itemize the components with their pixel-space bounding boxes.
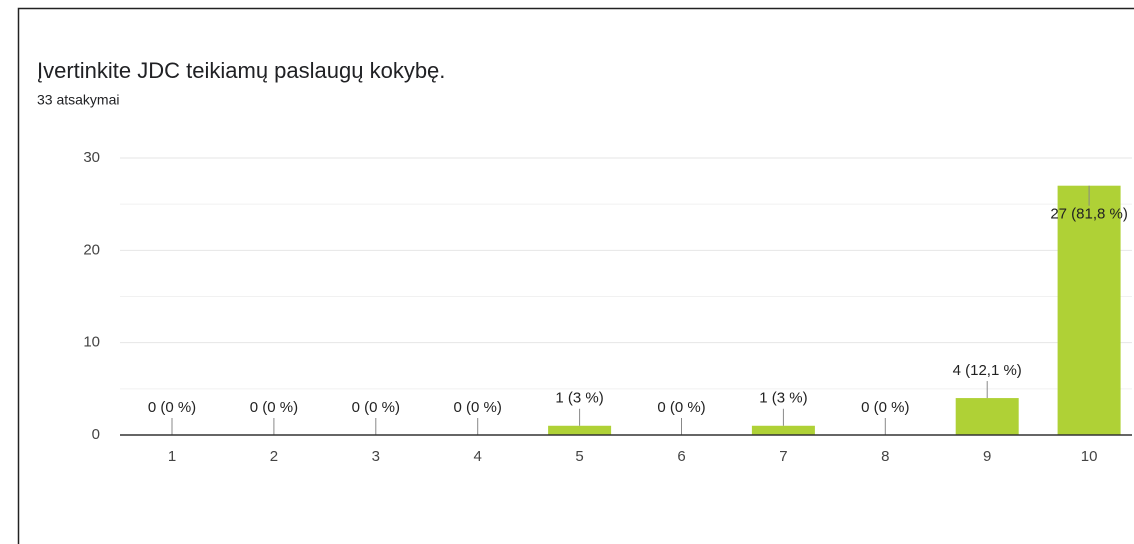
x-tick-label: 4	[474, 448, 482, 465]
y-tick-label: 0	[92, 426, 100, 443]
x-tick-label: 10	[1081, 448, 1098, 465]
x-tick-label: 7	[779, 448, 787, 465]
x-tick-label: 2	[270, 448, 278, 465]
x-tick-label: 5	[575, 448, 583, 465]
bar	[751, 425, 815, 435]
data-label: 1 (3 %)	[759, 390, 807, 407]
bar	[955, 398, 1019, 435]
y-tick-label: 30	[83, 149, 100, 166]
data-label: 0 (0 %)	[657, 399, 705, 416]
plot: 0 10 20 30 1 0 (0 %) 2 0 (0 %) 3 0 (0 %) 4 0 (0 %) 5…	[83, 149, 1132, 465]
frame	[17, 7, 1134, 544]
data-label: 27 (81,8 %)	[1050, 206, 1128, 223]
data-label: 0 (0 %)	[148, 399, 196, 416]
data-label: 0 (0 %)	[454, 399, 502, 416]
x-tick-label: 6	[677, 448, 685, 465]
data-label: 0 (0 %)	[861, 399, 909, 416]
x-tick-label: 8	[881, 448, 889, 465]
x-tick-label: 9	[983, 448, 991, 465]
y-tick-label: 20	[83, 241, 100, 258]
data-label: 4 (12,1 %)	[953, 362, 1022, 379]
bar	[548, 425, 612, 435]
bar	[1057, 185, 1121, 435]
chart-subtitle: 33 atsakymai	[37, 92, 119, 108]
chart-title: Įvertinkite JDC teikiamų paslaugų kokybę…	[37, 58, 445, 83]
x-tick-label: 1	[168, 448, 176, 465]
data-label: 1 (3 %)	[555, 390, 603, 407]
y-tick-label: 10	[83, 334, 100, 351]
data-label: 0 (0 %)	[250, 399, 298, 416]
data-label: 0 (0 %)	[352, 399, 400, 416]
x-tick-label: 3	[372, 448, 380, 465]
